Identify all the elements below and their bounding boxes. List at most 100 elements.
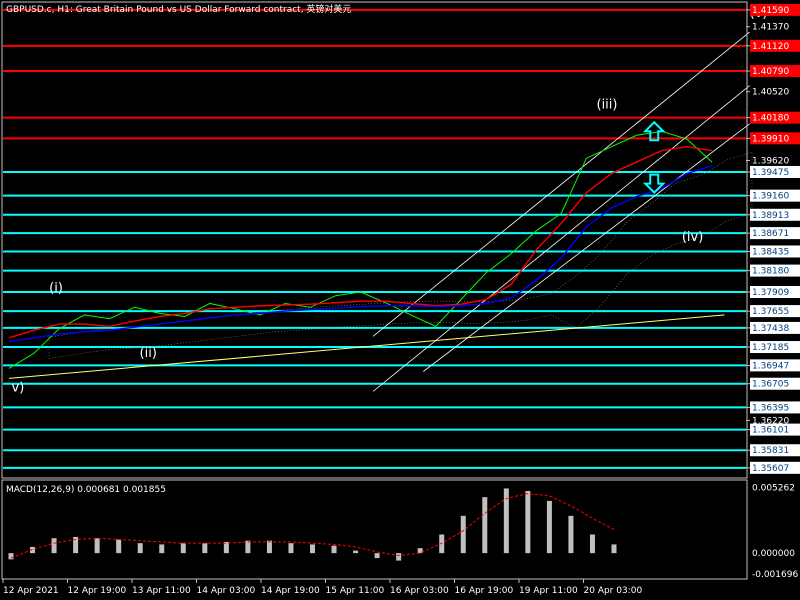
wave-label: v) [12,380,25,395]
price-tag [750,423,800,436]
price-tag [750,359,800,372]
macd-bar [353,550,359,554]
price-tick-label: 1.40790 [752,67,789,77]
price-tick-label: 1.35607 [752,464,789,474]
macd-bar [51,538,57,554]
macd-bar [288,543,294,554]
price-tick-label: 1.37655 [752,307,789,317]
price-tag [750,461,800,474]
price-tick-label: 1.39620 [752,156,789,166]
price-tag [750,165,800,178]
macd-bar [611,544,617,554]
macd-pane-border [1,479,748,580]
price-tag [750,444,800,457]
time-tick-label: 13 Apr 11:00 [132,586,191,596]
macd-bar [30,546,36,554]
macd-bar [180,543,186,554]
macd-bar [396,553,402,561]
price-tag [750,189,800,202]
time-tick-label: 19 Apr 11:00 [519,586,578,596]
macd-label: MACD(12,26,9) 0.000681 0.001855 [6,485,166,495]
price-tick-label: 1.36947 [752,361,789,371]
trend-channels [8,31,750,392]
macd-bar [374,553,380,559]
price-tick-label: 1.41370 [752,23,789,33]
arrow-down-icon [642,173,666,195]
price-tick-label: 1.36101 [752,426,789,436]
macd-bar [546,500,552,554]
price-tag [750,305,800,318]
price-tick-label: 1.35831 [752,446,789,456]
macd-bar [116,539,122,554]
price-pane-border [1,1,748,479]
price-tag [750,285,800,298]
price-tag [750,377,800,390]
macd-bar [439,534,445,554]
price-tag [750,401,800,414]
macd-tick-label: -0.001696 [752,570,798,580]
price-tag [750,245,800,258]
time-tick-label: 14 Apr 19:00 [261,586,320,596]
macd-bar [460,515,466,554]
macd-bar [223,541,229,554]
price-tick-label: 1.37909 [752,288,789,298]
macd-bar [245,540,251,554]
price-tick-label: 1.41590 [752,6,789,16]
time-tick-label: 12 Apr 19:00 [68,586,127,596]
macd-bar [503,488,509,554]
macd-bar [589,534,595,554]
macd-bar [266,540,272,554]
macd-bar [73,536,79,554]
price-tag [750,341,800,354]
price-tick-label: 1.39160 [752,192,789,202]
macd-bar [159,544,165,554]
price-tag [750,111,800,124]
macd-bar [137,543,143,554]
macd-bar [417,548,423,554]
price-tag [750,3,800,16]
time-tick-label: 20 Apr 03:00 [584,586,643,596]
time-axis: 12 Apr 2021 12 Apr 19:00 13 Apr 11:00 14 Ap… [2,579,643,596]
channel-line [372,31,750,337]
macd-bar [525,490,531,554]
price-tag [750,321,800,334]
price-tag [750,65,800,78]
fast-ma-line [8,146,713,339]
macd-tick-label: 0.000000 [752,549,795,559]
channel-line [423,123,750,372]
time-tick-label: 16 Apr 03:00 [390,586,449,596]
time-tick-label: 14 Apr 03:00 [197,586,256,596]
slow-ma-line [8,165,713,343]
price-tick-label: 1.38435 [752,247,789,257]
time-tick-label: 15 Apr 11:00 [326,586,385,596]
price-tick-label: 1.37185 [752,343,789,353]
price-tick-label: 1.37438 [752,324,789,334]
price-tick-label: 1.39475 [752,168,789,178]
macd-bar [202,543,208,554]
time-tick-label: 16 Apr 19:00 [455,586,514,596]
price-tag [750,132,800,145]
price-tick-label: 1.38180 [752,267,789,277]
price-tick-label: 1.36220 [752,416,789,426]
price-axis: 1.41590 1.41370 1.41120 1.40790 1.40520 1.401… [746,3,800,474]
price-line [8,130,713,369]
price-tick-label: 1.38671 [752,229,789,239]
price-tick-label: 1.36705 [752,380,789,390]
chart-title: GBPUSD.c, H1: Great Britain Pound vs US … [6,3,351,15]
price-tag [750,39,800,52]
macd-bar [8,553,14,560]
macd-bar [94,538,100,554]
macd-pane [8,488,617,561]
macd-tick-label: 0.005262 [752,484,795,494]
price-levels [3,8,746,469]
price-tag [750,227,800,240]
price-tick-label: 1.41120 [752,42,789,52]
price-tick-label: 1.40520 [752,88,789,98]
long-trendline [8,314,725,379]
macd-bar [568,515,574,554]
price-tag [750,264,800,277]
macd-bar [482,497,488,554]
price-tick-label: 1.39910 [752,134,789,144]
